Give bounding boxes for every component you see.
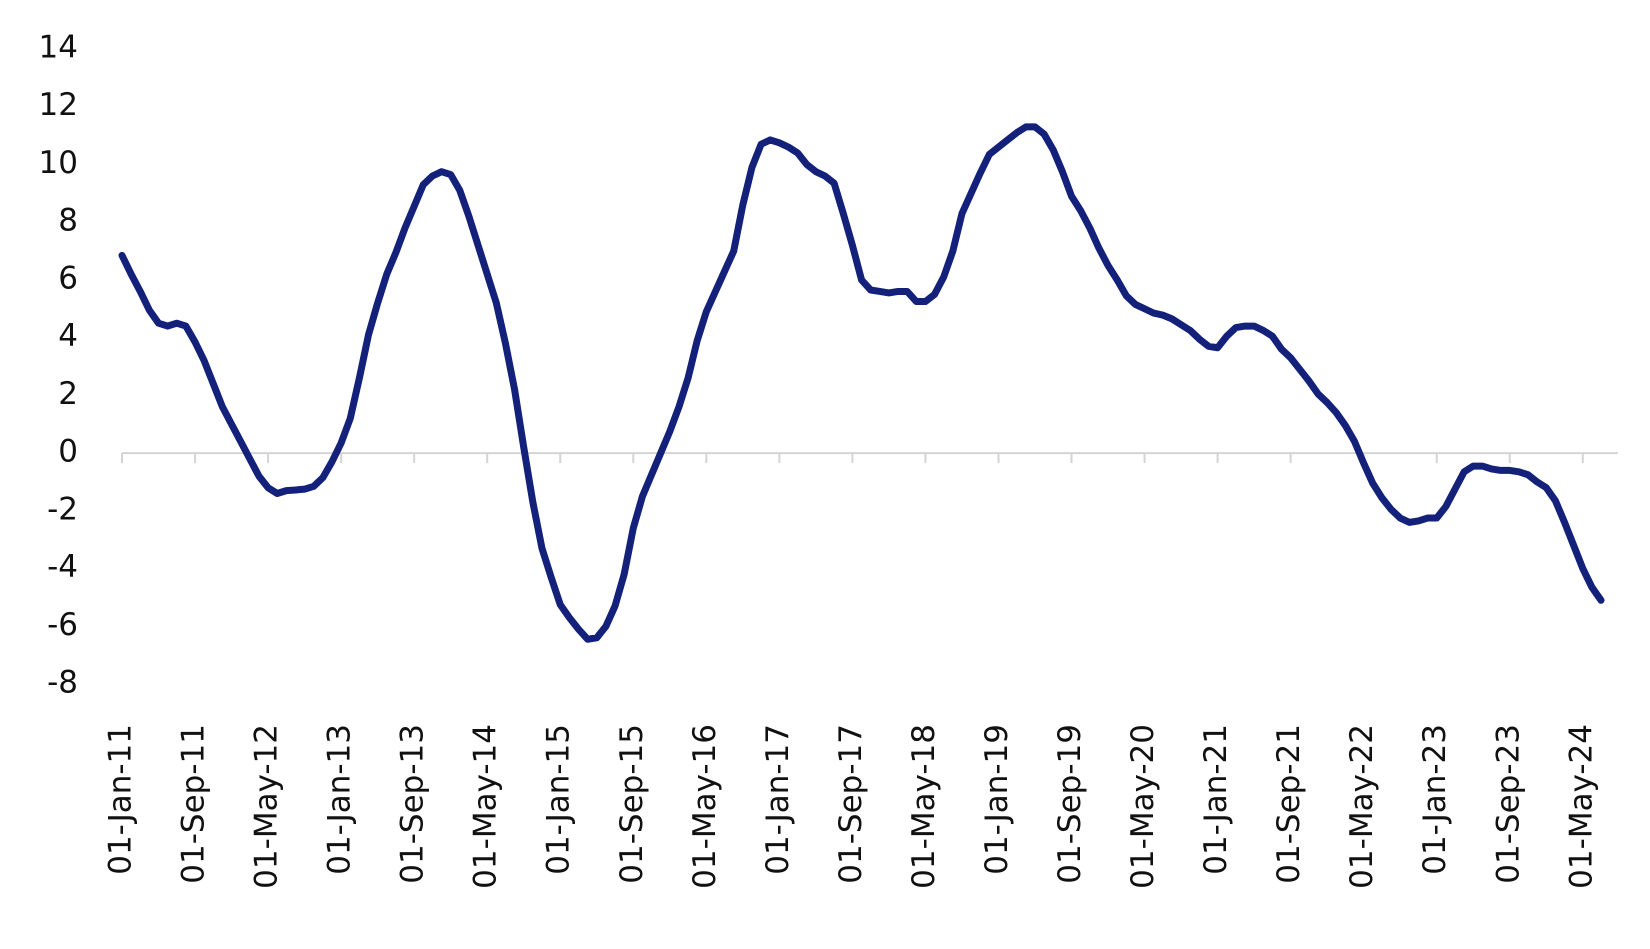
- y-tick-label: -6: [47, 607, 78, 643]
- x-tick-label: 01-May-24: [1563, 724, 1599, 889]
- x-tick-label: 01-May-22: [1344, 724, 1380, 889]
- x-tick-label: 01-Jan-23: [1417, 724, 1453, 875]
- x-tick-label: 01-May-14: [468, 724, 504, 889]
- x-tick-label: 01-May-18: [906, 724, 942, 889]
- y-tick-label: 10: [39, 145, 78, 181]
- y-tick-label: -2: [47, 491, 78, 527]
- x-tick-label: 01-Jan-19: [979, 724, 1015, 875]
- x-tick-label: 01-Jan-21: [1198, 724, 1234, 875]
- y-tick-label: 0: [58, 434, 78, 470]
- x-tick-label: 01-May-16: [687, 724, 723, 889]
- y-tick-label: -4: [47, 549, 78, 585]
- x-tick-label: 01-Sep-19: [1052, 724, 1088, 884]
- x-tick-label: 01-Jan-13: [322, 724, 358, 875]
- x-tick-label: 01-May-20: [1125, 724, 1161, 889]
- y-tick-label: -8: [47, 665, 78, 701]
- x-tick-label: 01-Sep-15: [614, 724, 650, 884]
- x-tick-label: 01-Sep-21: [1271, 724, 1307, 884]
- x-tick-label: 01-Sep-17: [833, 724, 869, 884]
- x-tick-label: 01-Jan-15: [541, 724, 577, 875]
- y-tick-label: 14: [39, 30, 78, 66]
- x-tick-label: 01-Sep-11: [176, 724, 212, 884]
- y-tick-label: 2: [58, 376, 78, 412]
- y-tick-label: 8: [58, 203, 78, 239]
- y-tick-label: 4: [58, 318, 78, 354]
- y-tick-label: 6: [58, 260, 78, 296]
- x-tick-label: 01-May-12: [249, 724, 285, 889]
- x-tick-label: 01-Sep-23: [1490, 724, 1526, 884]
- y-tick-label: 12: [39, 87, 78, 123]
- x-tick-label: 01-Jan-17: [760, 724, 796, 875]
- data-line: [118, 123, 1605, 643]
- x-tick-label: 01-Jan-11: [103, 724, 139, 875]
- x-tick-label: 01-Sep-13: [395, 724, 431, 884]
